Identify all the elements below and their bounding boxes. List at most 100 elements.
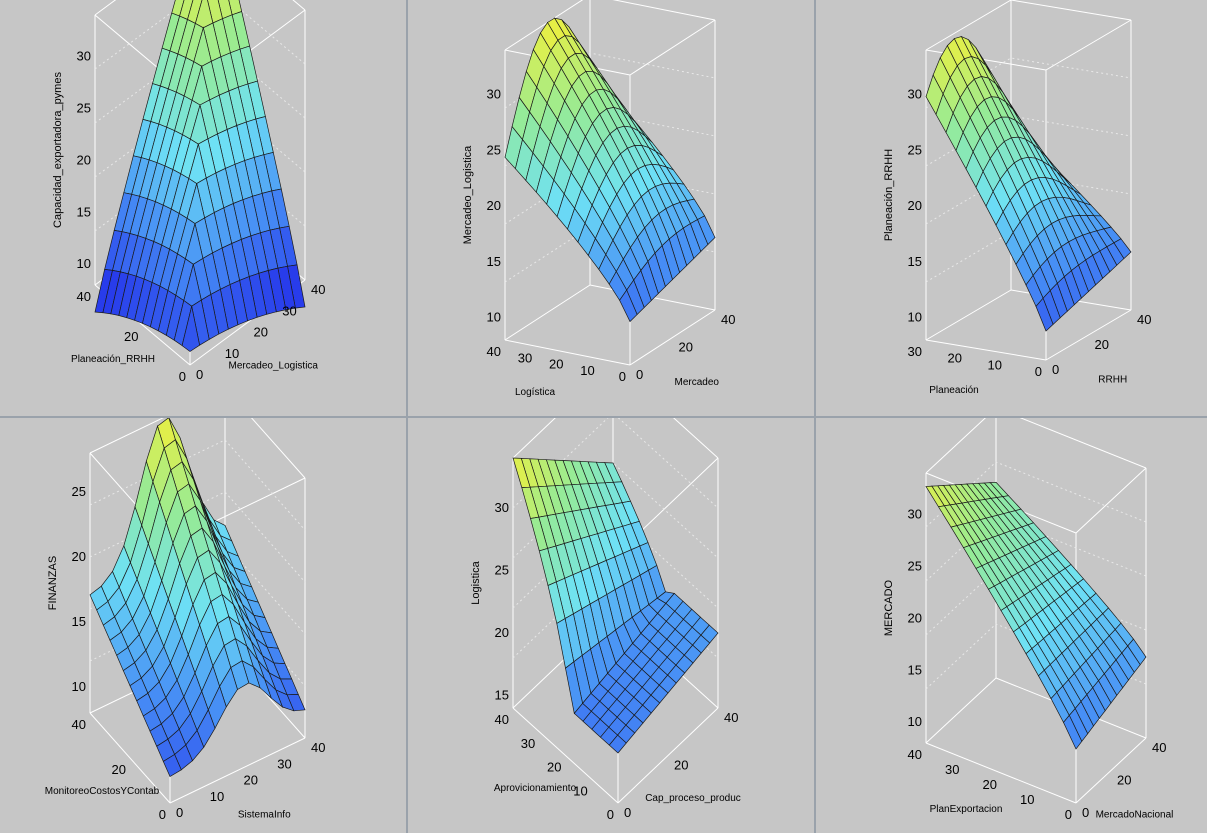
box-edge — [512, 707, 619, 804]
vertical-divider — [814, 418, 816, 833]
x-tick-label: 40 — [72, 717, 86, 732]
wall-gridline — [94, 37, 306, 124]
box-edge — [94, 0, 117, 16]
x-tick-label: 40 — [495, 712, 509, 727]
surface-facet — [1063, 714, 1083, 750]
x-tick-label: 20 — [948, 351, 962, 366]
box-edge — [925, 339, 1047, 361]
wall-gridline — [94, 91, 306, 178]
wall-gridline — [504, 52, 716, 109]
y-tick-label: 40 — [311, 740, 325, 755]
x-tick-label: 20 — [547, 760, 561, 775]
z-axis-label: Logistica — [470, 560, 482, 604]
y-axis-label: Mercadeo_Logistica — [229, 360, 319, 371]
x-axis-label: Planeación — [929, 385, 978, 396]
y-tick-label: 40 — [1152, 740, 1166, 755]
y-tick-label: 20 — [244, 773, 258, 788]
x-axis-label: PlanExportacion — [930, 804, 1003, 815]
box-edge — [925, 742, 1077, 804]
surface-chart-3: 30 25 20 15 10 30 20 10 0 0 20 40 Planeación RRHH Plan… — [883, 0, 1151, 396]
surface-panel-1: 30 25 20 15 10 40 20 0 0 10 20 30 40 Planeación_RRHH M… — [0, 0, 406, 416]
z-axis-label: FINANZAS — [47, 556, 59, 610]
box-edge — [1075, 737, 1147, 804]
z-tick-label: 25 — [77, 100, 91, 115]
x-tick-label: 20 — [983, 777, 997, 792]
x-tick-label: 10 — [988, 357, 1002, 372]
y-tick-label: 40 — [1137, 312, 1151, 327]
z-axis-label: Planeación_RRHH — [883, 149, 895, 241]
surface-chart-1: 30 25 20 15 10 40 20 0 0 10 20 30 40 Planeación_RRHH M… — [52, 0, 325, 384]
z-tick-label: 15 — [77, 204, 91, 219]
surface-facet — [608, 734, 627, 754]
y-tick-label: 0 — [1082, 805, 1089, 820]
surface-chart-6: 30 25 20 15 10 40 30 20 10 0 0 20 40 PlanExportacion M… — [883, 418, 1173, 822]
wall-gridline — [89, 439, 306, 531]
z-tick-label: 10 — [908, 714, 922, 729]
z-tick-label: 10 — [487, 310, 501, 325]
x-tick-label: 10 — [1020, 792, 1034, 807]
x-tick-label: 0 — [619, 369, 626, 384]
z-tick-label: 30 — [908, 87, 922, 102]
z-tick-label: 20 — [72, 549, 86, 564]
y-tick-label: 40 — [311, 282, 325, 297]
surface-facet — [1035, 297, 1054, 332]
x-tick-label: 10 — [580, 363, 594, 378]
surface-facet — [181, 306, 200, 352]
z-axis-label: Capacidad_exportadora_pymes — [52, 72, 64, 228]
x-tick-label: 0 — [159, 807, 166, 822]
y-tick-label: 20 — [254, 325, 268, 340]
x-tick-label: 20 — [112, 762, 126, 777]
y-tick-label: 10 — [210, 789, 224, 804]
x-tick-label: 0 — [1035, 364, 1042, 379]
vertical-divider — [406, 418, 408, 833]
y-axis-label: SistemaInfo — [238, 809, 291, 820]
box-edge — [925, 0, 1012, 51]
x-axis-label: Aprovicionamiento — [494, 783, 577, 794]
vertical-divider — [814, 0, 816, 416]
z-axis-label: MERCADO — [883, 579, 895, 636]
z-tick-label: 15 — [487, 254, 501, 269]
y-tick-label: 20 — [1095, 337, 1109, 352]
z-tick-label: 15 — [908, 254, 922, 269]
x-tick-label: 20 — [124, 329, 138, 344]
wall-gridline — [512, 562, 719, 659]
box-edge — [1075, 467, 1147, 534]
x-axis-label: Logística — [515, 387, 555, 398]
box-edge — [1019, 418, 1147, 469]
wall-gridline — [94, 0, 306, 70]
surface-chart-4: 25 20 15 10 40 20 0 0 10 20 30 40 MonitoreoCostosYCo… — [45, 418, 325, 822]
z-tick-label: 20 — [908, 610, 922, 625]
z-tick-label: 25 — [487, 142, 501, 157]
z-tick-label: 30 — [487, 87, 501, 102]
y-tick-label: 10 — [225, 346, 239, 361]
x-tick-label: 0 — [1065, 807, 1072, 822]
z-tick-label: 25 — [495, 563, 509, 578]
z-tick-label: 30 — [495, 500, 509, 515]
x-tick-label: 30 — [945, 762, 959, 777]
box-edge — [504, 284, 591, 341]
surface-panel-3: 30 25 20 15 10 30 20 10 0 0 20 40 Planeación RRHH Plan… — [816, 0, 1207, 416]
box-edge — [89, 418, 164, 454]
surface-panel-2: 30 25 20 15 10 40 30 20 10 0 0 20 40 Logística Mercade… — [408, 0, 814, 416]
horizontal-divider — [406, 416, 408, 418]
z-tick-label: 20 — [487, 198, 501, 213]
box-edge — [504, 339, 631, 366]
x-axis-label: Planeación_RRHH — [71, 354, 155, 365]
z-tick-label: 15 — [495, 688, 509, 703]
surface-panel-4: 25 20 15 10 40 20 0 0 10 20 30 40 MonitoreoCostosYCo… — [0, 418, 406, 833]
box-edge — [169, 737, 306, 804]
z-tick-label: 20 — [77, 152, 91, 167]
z-tick-label: 25 — [72, 484, 86, 499]
box-edge — [89, 712, 171, 804]
box-edge — [629, 19, 716, 76]
y-axis-label: Mercadeo — [675, 377, 720, 388]
y-tick-label: 20 — [674, 758, 688, 773]
surface-facet — [619, 289, 638, 323]
y-tick-label: 20 — [1117, 773, 1131, 788]
box-edge — [617, 707, 719, 804]
x-tick-label: 40 — [487, 344, 501, 359]
x-tick-label: 40 — [77, 289, 91, 304]
x-tick-label: 30 — [908, 344, 922, 359]
y-tick-label: 0 — [636, 367, 643, 382]
